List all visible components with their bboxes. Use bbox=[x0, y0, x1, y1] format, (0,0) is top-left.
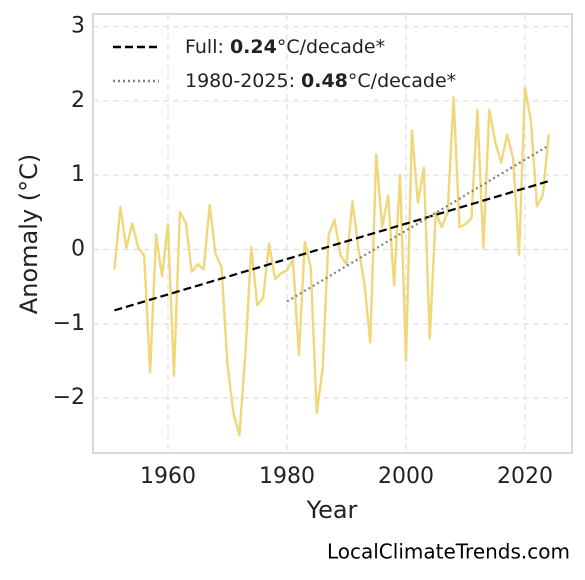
legend-text-part: 0.48 bbox=[301, 70, 348, 92]
y-tick-label: −2 bbox=[53, 385, 85, 410]
x-tick-label: 2000 bbox=[378, 464, 434, 489]
y-tick-label: −1 bbox=[53, 311, 85, 336]
x-tick-label: 1960 bbox=[140, 464, 196, 489]
legend-label: Full: 0.24°C/decade* bbox=[185, 36, 385, 58]
legend-label: 1980-2025: 0.48°C/decade* bbox=[185, 70, 456, 92]
series-line bbox=[114, 180, 550, 312]
y-tick-label: 2 bbox=[71, 88, 85, 113]
source-annotation: LocalClimateTrends.com bbox=[327, 540, 570, 564]
x-tick-label: 2020 bbox=[497, 464, 553, 489]
plot-frame bbox=[92, 13, 573, 454]
legend-text-part: 1980-2025: bbox=[185, 70, 301, 92]
legend-text-part: °C/decade* bbox=[277, 36, 385, 58]
y-axis-label: Anomaly (°C) bbox=[15, 154, 43, 314]
y-tick-label: 1 bbox=[71, 162, 85, 187]
x-axis-label: Year bbox=[306, 496, 358, 524]
series-line bbox=[286, 144, 550, 303]
series-line bbox=[113, 86, 550, 437]
y-tick-label: 3 bbox=[71, 14, 85, 39]
legend-text-part: °C/decade* bbox=[348, 70, 456, 92]
x-tick-label: 1980 bbox=[259, 464, 315, 489]
legend-text-part: Full: bbox=[185, 36, 230, 58]
y-tick-label: 0 bbox=[71, 236, 85, 261]
legend-text-part: 0.24 bbox=[230, 36, 277, 58]
